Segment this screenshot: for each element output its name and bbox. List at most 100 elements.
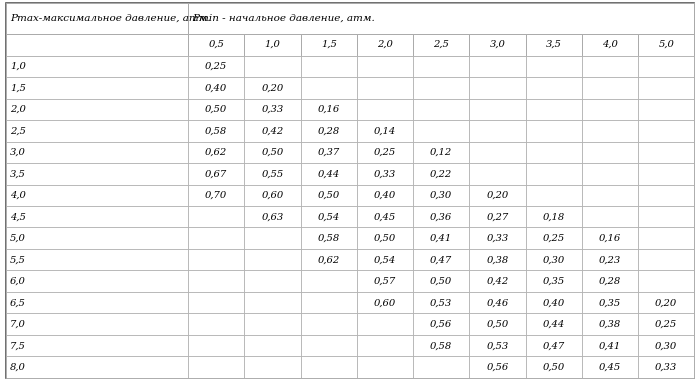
Bar — [188, 3, 694, 34]
Bar — [300, 292, 357, 314]
Bar — [470, 163, 526, 184]
Text: 0,47: 0,47 — [542, 341, 565, 350]
Text: 0,23: 0,23 — [599, 255, 621, 264]
Bar — [470, 249, 526, 271]
Bar — [526, 249, 582, 271]
Bar — [526, 141, 582, 163]
Bar — [526, 335, 582, 357]
Bar — [413, 141, 470, 163]
Bar — [470, 292, 526, 314]
Text: 5,0: 5,0 — [658, 40, 674, 49]
Bar — [413, 292, 470, 314]
Bar — [526, 206, 582, 227]
Text: 4,0: 4,0 — [10, 191, 26, 200]
Bar — [470, 335, 526, 357]
Text: 0,33: 0,33 — [486, 234, 509, 243]
Bar — [357, 292, 413, 314]
Bar — [638, 56, 694, 77]
Bar — [244, 56, 300, 77]
Text: 0,44: 0,44 — [542, 320, 565, 329]
Bar — [357, 314, 413, 335]
Bar — [188, 249, 244, 271]
Bar — [244, 249, 300, 271]
Text: 0,56: 0,56 — [430, 320, 452, 329]
Text: 0,5: 0,5 — [209, 40, 224, 49]
Bar — [357, 184, 413, 206]
Bar — [244, 335, 300, 357]
Bar — [188, 357, 244, 378]
Bar — [357, 99, 413, 120]
Bar — [357, 141, 413, 163]
Text: 0,50: 0,50 — [430, 277, 452, 286]
Bar — [470, 206, 526, 227]
Bar — [413, 335, 470, 357]
Bar — [638, 120, 694, 141]
Text: 0,42: 0,42 — [486, 277, 509, 286]
Text: 0,53: 0,53 — [486, 341, 509, 350]
Bar — [244, 77, 300, 99]
Bar — [6, 206, 188, 227]
Bar — [526, 99, 582, 120]
Bar — [470, 227, 526, 249]
Bar — [6, 141, 188, 163]
Bar — [244, 184, 300, 206]
Text: 0,70: 0,70 — [205, 191, 228, 200]
Bar — [6, 34, 188, 56]
Bar — [526, 292, 582, 314]
Bar — [6, 99, 188, 120]
Text: 0,50: 0,50 — [205, 105, 228, 114]
Text: 1,0: 1,0 — [10, 62, 26, 71]
Text: 0,14: 0,14 — [374, 126, 396, 135]
Text: 0,16: 0,16 — [318, 105, 340, 114]
Bar — [638, 99, 694, 120]
Bar — [470, 314, 526, 335]
Text: 3,5: 3,5 — [10, 169, 26, 178]
Bar — [638, 34, 694, 56]
Bar — [470, 184, 526, 206]
Text: 0,40: 0,40 — [374, 191, 396, 200]
Text: 0,40: 0,40 — [542, 298, 565, 307]
Text: 0,18: 0,18 — [542, 212, 565, 221]
Bar — [244, 141, 300, 163]
Bar — [526, 34, 582, 56]
Text: 0,33: 0,33 — [261, 105, 284, 114]
Text: 0,25: 0,25 — [655, 320, 678, 329]
Bar — [582, 34, 638, 56]
Bar — [582, 227, 638, 249]
Bar — [638, 184, 694, 206]
Bar — [413, 163, 470, 184]
Bar — [413, 34, 470, 56]
Bar — [526, 120, 582, 141]
Text: 0,42: 0,42 — [261, 126, 284, 135]
Bar — [188, 77, 244, 99]
Bar — [526, 227, 582, 249]
Bar — [526, 56, 582, 77]
Bar — [413, 249, 470, 271]
Bar — [582, 292, 638, 314]
Text: 0,38: 0,38 — [486, 255, 509, 264]
Bar — [470, 99, 526, 120]
Text: 0,53: 0,53 — [430, 298, 452, 307]
Text: 0,40: 0,40 — [205, 83, 228, 92]
Bar — [413, 206, 470, 227]
Bar — [244, 206, 300, 227]
Bar — [470, 56, 526, 77]
Bar — [470, 271, 526, 292]
Text: 0,27: 0,27 — [486, 212, 509, 221]
Bar — [582, 335, 638, 357]
Text: 0,33: 0,33 — [655, 363, 678, 372]
Bar — [188, 335, 244, 357]
Bar — [470, 141, 526, 163]
Text: 0,50: 0,50 — [486, 320, 509, 329]
Bar — [188, 34, 244, 56]
Bar — [300, 227, 357, 249]
Bar — [582, 314, 638, 335]
Bar — [638, 357, 694, 378]
Bar — [6, 77, 188, 99]
Text: 0,20: 0,20 — [655, 298, 678, 307]
Bar — [357, 357, 413, 378]
Text: 0,25: 0,25 — [205, 62, 228, 71]
Bar — [6, 335, 188, 357]
Bar — [582, 184, 638, 206]
Text: 6,0: 6,0 — [10, 277, 26, 286]
